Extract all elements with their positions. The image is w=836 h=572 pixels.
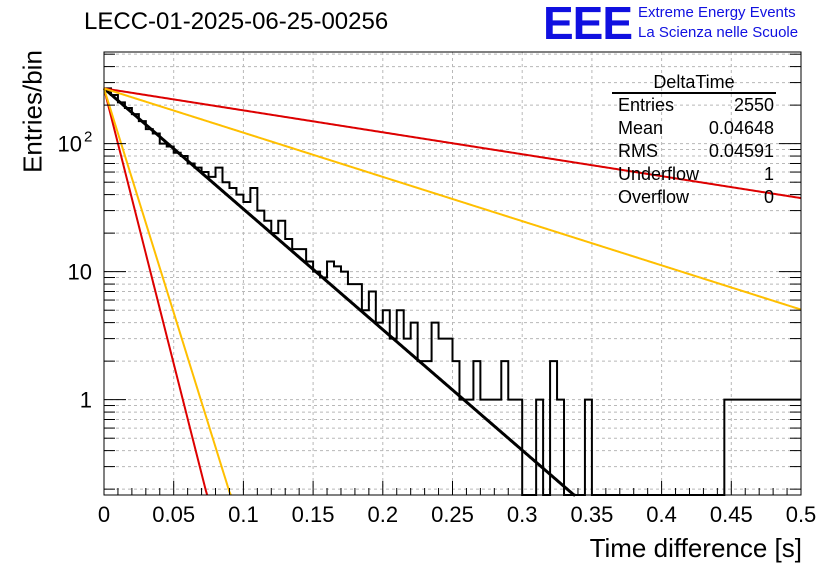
stats-row-underflow: Underflow 1 [612,163,776,186]
logo-line-1: Extreme Energy Events [638,4,796,21]
fit-curves [103,87,802,497]
x-tick-label: 0.5 [786,502,817,527]
y-tick-exponent: 2 [84,129,92,146]
stats-label: Overflow [618,187,690,207]
stats-value: 1 [763,164,774,184]
axis-ticks [103,53,802,495]
x-tick-label: 0.1 [228,502,259,527]
y-axis-label: Entries/bin [17,50,48,173]
fit-curve [103,87,802,200]
x-tick-label: 0.3 [507,502,538,527]
fit-curve [103,88,232,496]
x-tick-label: 0.45 [710,502,753,527]
chart-title: LECC-01-2025-06-25-00256 [84,8,389,35]
stats-value: 0.04591 [708,141,774,161]
stats-row-overflow: Overflow 0 [612,186,776,209]
fit-curve [103,87,576,497]
stats-title: DeltaTime [612,72,776,94]
stats-label: Mean [618,118,664,138]
stats-row-entries: Entries 2550 [612,94,776,117]
fit-curve [103,87,802,311]
x-tick-label: 0 [98,502,110,527]
stats-value: 2550 [733,95,774,115]
stats-box: DeltaTime Entries 2550 Mean 0.04648 RMS … [612,72,776,209]
x-tick-label: 0.25 [431,502,474,527]
x-tick-label: 0.4 [646,502,677,527]
x-tick-label: 0.2 [368,502,399,527]
eee-logo: EEE [543,0,633,49]
fit-curve [103,88,209,496]
stats-row-rms: RMS 0.04591 [612,140,776,163]
y-tick-label: 10 [58,132,82,157]
x-tick-label: 0.35 [570,502,613,527]
stats-label: Entries [618,95,675,115]
x-axis-label: Time difference [s] [589,533,802,563]
stats-value: 0 [763,187,774,207]
logo-line-2: La Scienza nelle Scuole [638,24,799,41]
x-tick-label: 0.15 [292,502,335,527]
y-tick-label: 10 [68,260,92,285]
stats-label: RMS [618,141,658,161]
x-tick-label: 0.05 [152,502,195,527]
stats-value: 0.04648 [708,118,774,138]
y-tick-label: 1 [80,388,92,413]
stats-row-mean: Mean 0.04648 [612,117,776,140]
stats-label: Underflow [618,164,700,184]
x-tick-labels: 0 0.05 0.1 0.15 0.2 0.25 0.3 0.35 0.4 0.45 0.5 [98,502,816,527]
